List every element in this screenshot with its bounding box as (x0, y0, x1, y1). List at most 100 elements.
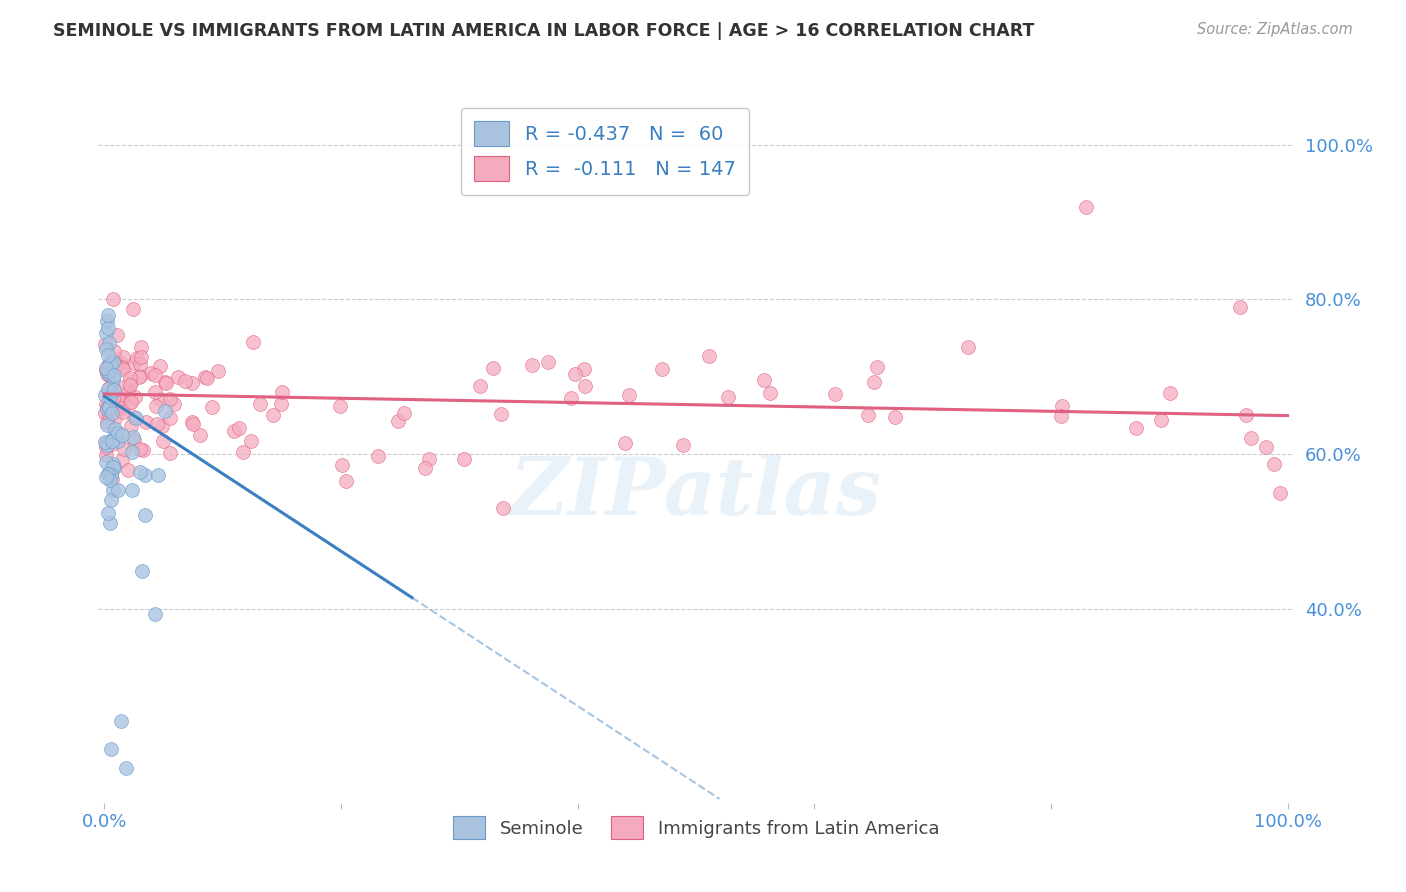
Point (222, 425, 245, 439)
Point (96, 320, 118, 334)
Point (491, 407, 513, 421)
Point (117, 462, 139, 476)
Point (97, 467, 120, 482)
Point (956, 340, 979, 354)
Point (94, 363, 117, 377)
Point (101, 293, 124, 307)
Point (717, 390, 740, 404)
Point (866, 359, 889, 374)
Point (468, 378, 491, 392)
Point (152, 434, 174, 449)
Point (262, 408, 284, 422)
Point (110, 714, 132, 729)
Point (121, 483, 143, 497)
Point (105, 401, 128, 416)
Point (100, 463, 122, 477)
Point (121, 445, 143, 459)
Point (574, 362, 596, 376)
Point (174, 374, 197, 388)
Point (1268, 486, 1291, 500)
Point (537, 354, 560, 368)
Point (105, 392, 128, 406)
Point (122, 356, 145, 370)
Point (111, 392, 134, 407)
Point (122, 433, 145, 447)
Point (180, 415, 202, 429)
Point (574, 379, 596, 393)
Point (101, 371, 124, 385)
Point (96, 358, 118, 372)
Point (863, 375, 886, 389)
Point (103, 353, 125, 368)
Point (100, 493, 122, 508)
Point (856, 408, 879, 422)
Point (884, 410, 907, 425)
Point (101, 380, 124, 394)
Point (98, 390, 121, 404)
Point (107, 434, 129, 449)
Point (111, 350, 134, 364)
Point (194, 369, 217, 384)
Point (98, 368, 121, 382)
Point (1150, 413, 1173, 427)
Point (103, 383, 125, 397)
Point (697, 349, 720, 363)
Point (103, 430, 125, 444)
Point (232, 445, 254, 459)
Point (103, 359, 125, 373)
Point (249, 397, 271, 411)
Point (129, 466, 152, 480)
Point (1234, 409, 1257, 423)
Point (418, 452, 440, 467)
Point (367, 450, 389, 464)
Point (97, 308, 120, 322)
Point (96, 438, 118, 452)
Point (120, 419, 142, 434)
Point (180, 376, 202, 390)
Point (1263, 457, 1285, 471)
Point (240, 434, 263, 449)
Point (105, 429, 128, 443)
Point (122, 301, 145, 316)
Text: SEMINOLE VS IMMIGRANTS FROM LATIN AMERICA IN LABOR FORCE | AGE > 16 CORRELATION : SEMINOLE VS IMMIGRANTS FROM LATIN AMERIC… (53, 22, 1035, 40)
Point (111, 453, 134, 467)
Point (96, 367, 118, 381)
Point (135, 415, 157, 429)
Point (96, 401, 118, 416)
Point (98, 400, 121, 414)
Point (125, 410, 148, 425)
Point (413, 460, 436, 475)
Point (97, 366, 120, 380)
Point (111, 428, 134, 442)
Point (520, 359, 543, 373)
Point (271, 384, 294, 399)
Point (129, 340, 152, 354)
Point (131, 564, 153, 578)
Point (129, 442, 152, 456)
Point (564, 368, 586, 382)
Point (1159, 386, 1181, 401)
Point (97, 506, 120, 520)
Point (94, 455, 117, 469)
Point (651, 362, 673, 376)
Point (453, 451, 475, 466)
Point (96, 397, 118, 411)
Point (330, 458, 353, 473)
Point (122, 430, 145, 444)
Point (167, 370, 190, 384)
Point (159, 446, 181, 460)
Point (162, 397, 184, 411)
Point (392, 406, 415, 420)
Point (100, 741, 122, 756)
Point (335, 474, 357, 488)
Point (195, 370, 218, 384)
Point (122, 409, 145, 424)
Point (103, 354, 125, 368)
Point (145, 399, 167, 413)
Point (105, 401, 128, 415)
Point (101, 387, 124, 401)
Point (129, 350, 152, 364)
Point (329, 399, 352, 413)
Point (110, 356, 132, 370)
Point (128, 369, 150, 384)
